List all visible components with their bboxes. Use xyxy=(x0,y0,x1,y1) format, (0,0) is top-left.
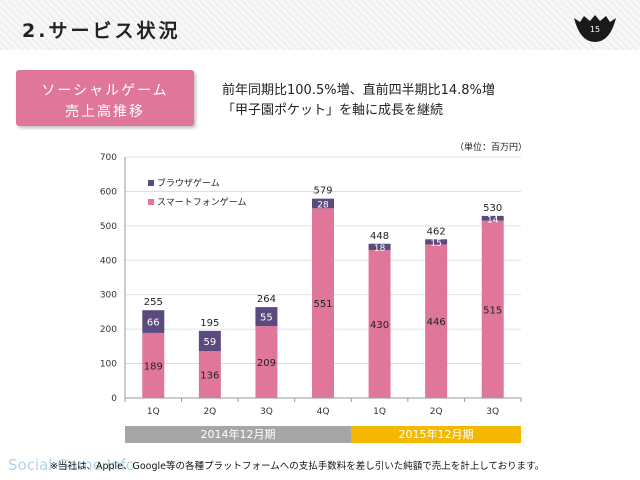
x-tick-label: 3Q xyxy=(260,407,273,417)
data-label-browser: 55 xyxy=(260,313,273,324)
data-label-browser: 66 xyxy=(147,318,160,329)
data-label-total: 255 xyxy=(144,297,163,308)
x-tick-label: 4Q xyxy=(317,407,330,417)
headline-line2: 「甲子園ポケット」を軸に成長を継続 xyxy=(222,103,444,118)
bar-browser xyxy=(425,239,448,245)
data-label-browser: 59 xyxy=(203,337,216,348)
data-label-total: 195 xyxy=(200,318,219,329)
data-label-total: 448 xyxy=(370,231,389,242)
bar-browser xyxy=(198,330,221,352)
data-label-browser: 15 xyxy=(430,239,441,249)
footnote: ※当社は、Apple、Google等の各種プラットフォームへの支払手数料を差し引… xyxy=(50,461,545,472)
y-tick-label: 400 xyxy=(100,256,117,266)
category-line2: 売上高推移 xyxy=(65,104,145,120)
y-tick-label: 300 xyxy=(100,291,117,301)
data-label-total: 462 xyxy=(427,226,446,237)
data-label-smartphone: 189 xyxy=(144,361,163,372)
data-label-smartphone: 430 xyxy=(370,320,389,331)
y-tick-label: 500 xyxy=(100,222,117,232)
data-label-smartphone: 446 xyxy=(427,317,446,328)
headline-line1: 前年同期比100.5%増、直前四半期比14.8%増 xyxy=(222,83,495,98)
header-band xyxy=(0,0,640,50)
bar-browser xyxy=(368,243,391,250)
bar-browser xyxy=(142,310,165,333)
data-label-browser: 18 xyxy=(374,244,386,254)
bar-smartphone xyxy=(368,249,391,398)
period-2014: 2014年12月期 xyxy=(125,426,351,443)
bar-smartphone xyxy=(198,351,221,398)
bar-smartphone xyxy=(481,220,504,398)
y-tick-label: 700 xyxy=(100,153,117,163)
category-line1: ソーシャルゲーム xyxy=(41,83,169,99)
category-box: ソーシャルゲーム 売上高推移 xyxy=(16,70,194,126)
bar-smartphone xyxy=(425,244,448,398)
data-label-smartphone: 136 xyxy=(200,371,219,382)
data-label-total: 530 xyxy=(483,203,502,214)
x-tick-label: 1Q xyxy=(147,407,160,417)
y-tick-label: 200 xyxy=(100,325,117,335)
legend-label-smartphone: スマートフォンゲーム xyxy=(157,196,246,208)
watermark: Social Game Info xyxy=(8,456,136,474)
x-tick-label: 2Q xyxy=(430,407,443,417)
y-tick-label: 600 xyxy=(100,187,117,197)
data-label-smartphone: 551 xyxy=(313,299,332,310)
boat-icon xyxy=(574,15,616,42)
data-label-total: 264 xyxy=(257,294,276,305)
unit-label: （単位：百万円） xyxy=(455,143,528,153)
y-tick-label: 100 xyxy=(100,360,117,370)
x-tick-label: 1Q xyxy=(373,407,386,417)
y-tick-label: 0 xyxy=(111,394,117,404)
data-label-browser: 28 xyxy=(317,200,329,210)
page-number: 15 xyxy=(589,25,601,34)
bar-smartphone xyxy=(312,208,334,398)
section-title: 2.サービス状況 xyxy=(22,20,181,42)
legend-label-browser: ブラウザゲーム xyxy=(157,177,220,189)
bar-smartphone xyxy=(255,326,278,398)
legend-swatch-smartphone xyxy=(148,199,154,205)
bar-browser xyxy=(255,307,278,327)
data-label-browser: 14 xyxy=(487,215,499,225)
data-label-smartphone: 515 xyxy=(483,305,502,316)
data-label-smartphone: 209 xyxy=(257,358,276,369)
bar-browser xyxy=(481,215,504,221)
x-tick-label: 3Q xyxy=(486,407,499,417)
data-label-total: 579 xyxy=(313,186,332,197)
bar-browser xyxy=(312,198,334,209)
legend-swatch-browser xyxy=(148,180,154,186)
x-tick-label: 2Q xyxy=(203,407,216,417)
bar-smartphone xyxy=(142,332,165,398)
page-badge: 15 xyxy=(572,12,618,46)
sales-chart: 0 100 200 300 400 500 600 700 189 66 255 1Q 136 59 195… xyxy=(100,153,522,417)
period-2015: 2015年12月期 xyxy=(351,426,521,443)
